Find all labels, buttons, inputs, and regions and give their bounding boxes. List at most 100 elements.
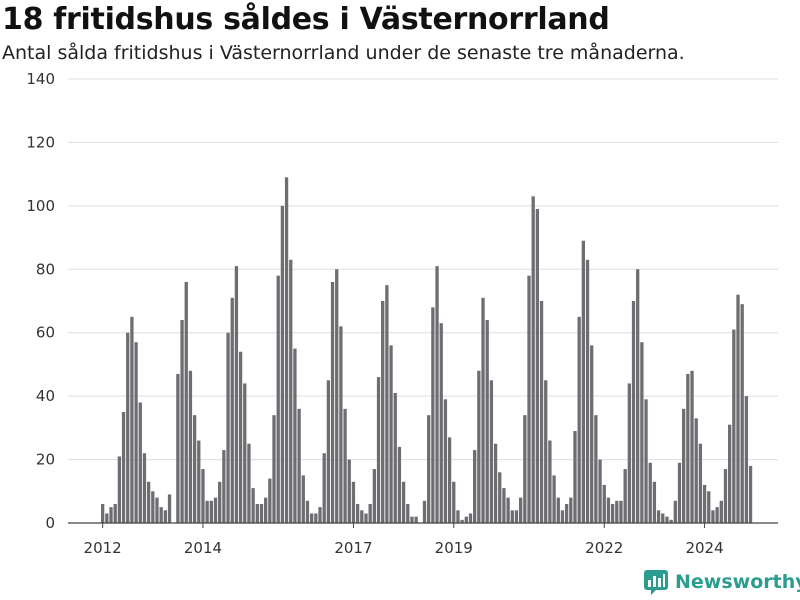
bar — [330, 281, 335, 523]
bar — [652, 481, 657, 523]
x-tick-label: 2024 — [685, 539, 723, 557]
x-tick-label: 2019 — [435, 539, 473, 557]
bar — [569, 497, 573, 523]
bar — [640, 342, 644, 523]
bar — [702, 484, 707, 523]
bar — [305, 500, 310, 523]
bar — [121, 412, 126, 523]
y-tick-label: 120 — [26, 133, 55, 151]
chart-subtitle: Antal sålda fritidshus i Västernorrland … — [2, 42, 685, 64]
x-tick-label: 2022 — [585, 539, 623, 557]
x-tick-label: 2014 — [184, 539, 222, 557]
bar — [192, 415, 197, 523]
bar — [138, 402, 142, 523]
bar — [744, 396, 749, 523]
bar — [477, 370, 481, 523]
bar — [234, 266, 239, 523]
brand-name: Newsworthy — [675, 571, 800, 593]
bar — [498, 472, 502, 523]
bar — [723, 469, 728, 523]
bar — [585, 259, 590, 523]
bar — [527, 275, 531, 523]
bar — [209, 500, 213, 523]
bar — [159, 507, 163, 523]
bar — [656, 510, 661, 523]
bar — [669, 519, 673, 523]
bar — [101, 503, 105, 523]
bar — [335, 269, 339, 523]
bar — [698, 443, 703, 523]
bar — [347, 459, 351, 523]
bar — [523, 415, 527, 523]
bar — [134, 342, 138, 523]
bar — [736, 294, 740, 523]
bar — [431, 307, 435, 523]
bar — [301, 475, 305, 523]
bar — [151, 491, 155, 523]
bar — [627, 383, 631, 523]
bar — [238, 351, 243, 523]
bar — [435, 266, 439, 523]
bar — [226, 332, 230, 523]
highlight-value-label: 18 — [745, 0, 765, 4]
bar — [711, 510, 715, 523]
bar — [539, 301, 544, 523]
bar — [201, 469, 205, 523]
bar — [560, 510, 565, 523]
bar — [598, 459, 602, 523]
x-axis: 2012 2014 2017 2019 2022 2024 — [68, 522, 778, 557]
bar — [351, 481, 356, 523]
bar — [473, 450, 477, 523]
bar — [360, 510, 364, 523]
bar — [439, 323, 443, 523]
bar — [222, 450, 226, 523]
bar — [502, 488, 506, 523]
bar — [167, 494, 172, 523]
bar — [142, 453, 147, 523]
bar — [293, 348, 297, 523]
bar — [631, 301, 636, 523]
bar — [510, 510, 514, 523]
bar — [686, 373, 690, 523]
bar — [452, 481, 456, 523]
chart-title: 18 fritidshus såldes i Västernorrland — [2, 2, 610, 37]
bar — [255, 503, 259, 523]
bar — [644, 399, 648, 523]
bar — [163, 510, 167, 523]
y-tick-label: 60 — [36, 324, 55, 342]
bar — [243, 383, 247, 523]
bar — [485, 320, 489, 523]
bar — [297, 408, 301, 523]
bar — [719, 500, 723, 523]
bar — [251, 488, 255, 523]
bar — [602, 484, 606, 523]
bar — [468, 513, 473, 523]
bar — [414, 516, 418, 523]
bar — [677, 462, 682, 523]
bar — [661, 513, 665, 523]
bar — [205, 500, 209, 523]
bar — [318, 507, 322, 523]
bar — [548, 440, 552, 523]
bar — [690, 370, 694, 523]
bar — [443, 399, 448, 523]
bar — [577, 316, 581, 523]
bar — [581, 240, 585, 523]
bar — [748, 465, 753, 523]
y-tick-label: 0 — [45, 514, 55, 532]
bar — [393, 392, 397, 523]
bar — [544, 380, 548, 523]
bar — [715, 507, 719, 523]
bar — [590, 345, 594, 523]
bar — [615, 500, 619, 523]
bar — [264, 497, 268, 523]
bar — [410, 516, 414, 523]
y-tick-label: 100 — [26, 197, 55, 215]
bar — [230, 297, 234, 523]
bar — [707, 491, 711, 523]
bar — [552, 475, 556, 523]
bar — [109, 507, 113, 523]
bar — [197, 440, 201, 523]
y-tick-label: 80 — [36, 260, 55, 278]
bar — [372, 469, 376, 523]
